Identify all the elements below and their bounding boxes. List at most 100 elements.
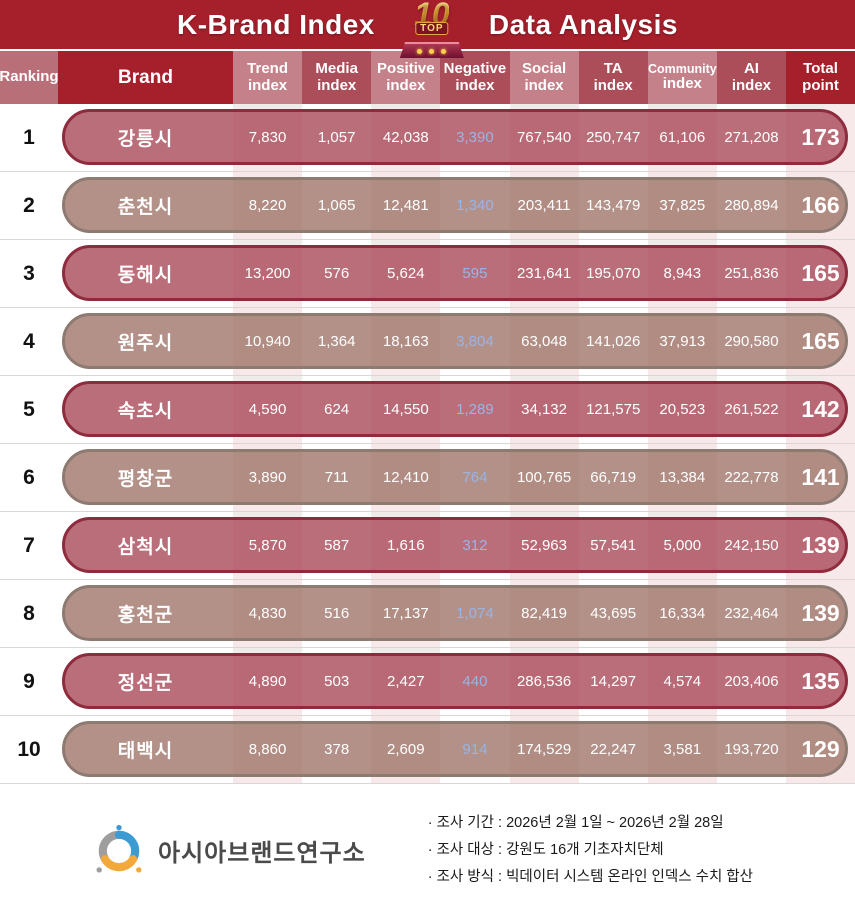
column-header-label: Positive (377, 59, 435, 77)
cell-social-index: 52,963 (521, 537, 567, 554)
cell-social-index: 231,641 (516, 265, 572, 282)
cell-brand: 춘천시 (117, 197, 174, 218)
cell-ta-index: 250,747 (586, 129, 641, 146)
podium-shape (399, 42, 464, 58)
column-header-sublabel: index (524, 76, 564, 94)
cell-community-index: 3,581 (663, 741, 702, 758)
cell-total-point: 139 (801, 600, 840, 626)
row-pill (62, 721, 848, 777)
cell-brand: 태백시 (117, 741, 174, 762)
table-body: 1 강릉시 7,830 1,057 42,038 3,390 767,540 2… (0, 104, 855, 784)
column-header-label: Community (647, 62, 717, 77)
cell-trend-index: 7,830 (248, 129, 287, 146)
column-header-brand: Brand (58, 51, 233, 104)
cell-positive-index: 2,427 (387, 673, 425, 690)
row-pill (62, 449, 848, 505)
cell-ta-index: 195,070 (586, 265, 641, 282)
badge-top-label: TOP (415, 22, 449, 35)
cell-ai-index: 222,778 (724, 469, 779, 486)
column-header-ranking: Ranking (0, 51, 59, 104)
cell-community-index: 8,943 (663, 265, 702, 282)
cell-ta-index: 57,541 (590, 537, 637, 554)
table-row: 7 삼척시 5,870 587 1,616 312 52,963 57,541 … (0, 512, 855, 580)
asia-brand-institute-logo-icon (96, 824, 142, 873)
column-header-negative: Negative index (440, 51, 510, 104)
podium-light-icon (441, 48, 447, 54)
cell-trend-index: 4,590 (248, 401, 287, 418)
table-row: 8 홍천군 4,830 516 17,137 1,074 82,419 43,6… (0, 580, 855, 648)
row-pill (62, 109, 848, 165)
cell-total-point: 129 (801, 736, 840, 762)
cell-community-index: 37,913 (659, 333, 706, 350)
cell-trend-index: 4,890 (248, 673, 287, 690)
cell-media-index: 516 (324, 605, 350, 622)
row-pill (62, 313, 848, 369)
cell-ai-index: 232,464 (724, 605, 779, 622)
note-method: · 조사 방식 : 빅데이터 시스템 온라인 인덱스 수치 합산 (427, 869, 753, 885)
cell-social-index: 82,419 (521, 605, 567, 622)
cell-trend-index: 5,870 (248, 537, 287, 554)
cell-negative-index: 312 (462, 537, 488, 554)
cell-community-index: 4,574 (663, 673, 702, 690)
cell-ta-index: 66,719 (590, 469, 637, 486)
cell-media-index: 1,057 (317, 129, 356, 146)
cell-ai-index: 290,580 (724, 333, 779, 350)
cell-ai-index: 271,208 (724, 129, 779, 146)
column-header-sublabel: index (731, 76, 772, 94)
cell-positive-index: 17,137 (382, 605, 429, 622)
table-row: 10 태백시 8,860 378 2,609 914 174,529 22,24… (0, 716, 855, 784)
note-period: · 조사 기간 : 2026년 2월 1일 ~ 2026년 2월 28일 (427, 815, 724, 831)
column-header-sublabel: index (317, 76, 357, 94)
cell-negative-index: 1,340 (456, 197, 494, 214)
cell-brand: 강릉시 (117, 129, 174, 150)
cell-brand: 동해시 (117, 265, 174, 286)
cell-ta-index: 143,479 (586, 197, 641, 214)
cell-social-index: 174,529 (516, 741, 572, 758)
cell-positive-index: 14,550 (382, 401, 429, 418)
podium-light-icon (417, 48, 423, 54)
cell-ranking: 6 (23, 465, 35, 489)
org-name: 아시아브랜드연구소 (158, 840, 366, 867)
cell-ranking: 5 (23, 397, 35, 421)
org-logo-block: 아시아브랜드연구소 (92, 824, 366, 878)
table-row: 6 평창군 3,890 711 12,410 764 100,765 66,71… (0, 444, 855, 512)
cell-ai-index: 203,406 (724, 673, 779, 690)
cell-trend-index: 10,940 (244, 333, 291, 350)
cell-negative-index: 1,074 (456, 605, 494, 622)
cell-media-index: 576 (324, 265, 350, 282)
cell-brand: 속초시 (117, 401, 174, 422)
cell-brand: 삼척시 (117, 537, 174, 558)
cell-brand: 홍천군 (117, 605, 174, 626)
cell-trend-index: 8,220 (248, 197, 287, 214)
column-header-media: Media index (302, 51, 372, 104)
table-row: 5 속초시 4,590 624 14,550 1,289 34,132 121,… (0, 376, 855, 444)
cell-positive-index: 5,624 (387, 265, 425, 282)
cell-ranking: 4 (23, 329, 35, 353)
cell-trend-index: 13,200 (244, 265, 291, 282)
cell-ta-index: 121,575 (586, 401, 641, 418)
cell-social-index: 203,411 (517, 197, 571, 214)
row-pill (62, 517, 848, 573)
row-pill (62, 585, 848, 641)
cell-community-index: 20,523 (659, 401, 706, 418)
cell-total-point: 165 (801, 328, 840, 354)
column-header-sublabel: index (247, 76, 288, 94)
cell-ai-index: 251,836 (724, 265, 779, 282)
title-right: Data Analysis (488, 8, 678, 40)
cell-total-point: 135 (801, 668, 840, 694)
cell-ta-index: 43,695 (590, 605, 637, 622)
cell-media-index: 503 (324, 673, 350, 690)
cell-negative-index: 595 (462, 265, 488, 282)
cell-trend-index: 4,830 (248, 605, 287, 622)
cell-brand: 평창군 (117, 469, 174, 490)
cell-ranking: 8 (23, 601, 35, 625)
table-row: 4 원주시 10,940 1,364 18,163 3,804 63,048 1… (0, 308, 855, 376)
table-row: 9 정선군 4,890 503 2,427 440 286,536 14,297… (0, 648, 855, 716)
cell-social-index: 100,765 (516, 469, 572, 486)
cell-positive-index: 1,616 (387, 537, 425, 554)
column-header-total: Total point (786, 51, 855, 104)
cell-ranking: 2 (23, 193, 35, 217)
column-header-label: Negative (443, 59, 507, 77)
title-left: K-Brand Index (177, 8, 375, 40)
column-header-ta: TA index (578, 51, 648, 104)
